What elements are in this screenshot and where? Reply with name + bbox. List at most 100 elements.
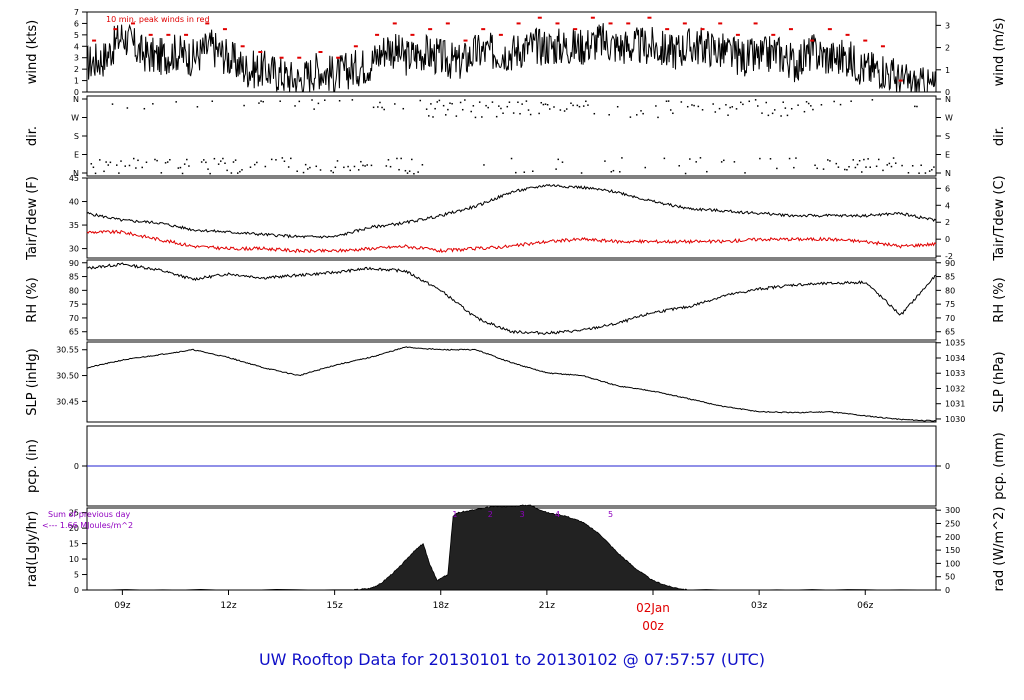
dir-point: [754, 99, 757, 101]
dir-point: [748, 100, 751, 103]
wind-peak-point: [375, 33, 380, 36]
dir-point: [502, 112, 504, 114]
wind-peak-point: [718, 22, 723, 25]
dir-point: [311, 99, 313, 101]
dir-point: [385, 165, 388, 167]
dir-point: [776, 167, 778, 170]
rad-marker-4: 4: [555, 510, 560, 519]
dir-point: [270, 158, 273, 161]
rad-note-1: Sum of previous day: [48, 510, 130, 519]
dir-point: [572, 104, 574, 107]
pcp-mm-0-tick-label: 0: [945, 462, 950, 471]
wind-peak-point: [863, 39, 868, 42]
dir-right-E1-tick-label: E: [945, 151, 950, 160]
dir-point: [347, 165, 349, 168]
dir-point: [672, 112, 674, 115]
wind-peak-point: [700, 28, 705, 31]
dir-point: [249, 166, 252, 168]
dir-point: [894, 162, 897, 164]
dir-point: [667, 100, 670, 102]
dir-point: [421, 164, 424, 166]
dir-point: [481, 116, 483, 118]
temp-f-35-tick-label: 35: [69, 221, 79, 230]
dir-point: [790, 107, 793, 110]
dir-point: [332, 171, 335, 174]
dir-point: [118, 172, 120, 174]
dir-point: [642, 112, 644, 115]
rad-marker-5: 5: [608, 510, 613, 519]
dir-point: [544, 103, 547, 105]
dir-point: [829, 160, 831, 162]
dir-point: [580, 172, 583, 174]
dir-right-N0-tick-label: N: [945, 169, 951, 178]
dir-point: [540, 101, 543, 104]
pcp-in-0-tick-label: 0: [74, 462, 79, 471]
dir-point: [916, 105, 918, 108]
dir-point: [931, 169, 933, 171]
dir-point: [907, 172, 910, 174]
dir-point: [491, 101, 494, 103]
dir-point: [924, 172, 927, 174]
dir-point: [882, 169, 884, 172]
dir-point: [413, 172, 415, 175]
dir-point: [135, 167, 137, 169]
dir-point: [400, 157, 402, 160]
wind-peak-point: [845, 33, 850, 36]
dir-point: [714, 111, 717, 113]
dir-left-label: dir.: [25, 126, 40, 146]
dir-point: [366, 164, 368, 166]
dir-point: [200, 161, 203, 163]
dir-point: [351, 99, 354, 101]
rh-l-85-tick-label: 85: [69, 273, 79, 282]
dir-point: [425, 108, 428, 110]
dir-point: [604, 160, 606, 162]
dir-point: [434, 107, 436, 110]
dir-point: [786, 114, 789, 117]
dir-point: [430, 103, 432, 105]
dir-point: [296, 170, 298, 173]
dir-point: [559, 109, 562, 111]
dir-point: [519, 112, 521, 115]
x-tick-label-18z: 18z: [433, 601, 449, 611]
dir-point: [239, 170, 241, 173]
wind-peak-point: [788, 28, 793, 31]
dir-point: [506, 105, 509, 108]
x-tick-label-21z: 21z: [539, 601, 555, 611]
wind-peak-point: [537, 16, 542, 19]
slp-hpa-1033-tick-label: 1033: [945, 369, 965, 378]
wind-peak-point: [573, 28, 578, 31]
dir-point: [850, 100, 852, 102]
dir-point: [154, 158, 156, 161]
wind-peak-point: [184, 33, 189, 36]
dir-point: [279, 100, 281, 102]
dir-point: [364, 165, 366, 167]
wind-peak-point: [148, 33, 153, 36]
dir-right-W3-tick-label: W: [945, 114, 953, 123]
x-day-label: 02Jan: [636, 601, 670, 615]
dir-point: [555, 168, 557, 170]
slp-hpa-1035-tick-label: 1035: [945, 339, 965, 348]
dir-point: [553, 106, 555, 108]
rad-r-250-tick-label: 250: [945, 519, 960, 528]
dir-point: [512, 112, 515, 114]
dir-point: [281, 157, 284, 159]
dir-point: [839, 103, 842, 106]
wind-peak-point: [647, 16, 652, 19]
dir-point: [166, 161, 169, 163]
dir-point: [538, 112, 540, 115]
dir-point: [856, 163, 859, 166]
wind-peak-point: [297, 56, 302, 59]
wind-peak-point: [753, 22, 758, 25]
chart-title: UW Rooftop Data for 20130101 to 20130102…: [258, 650, 766, 669]
rh-right-label: RH (%): [992, 277, 1007, 322]
dir-point: [396, 157, 398, 160]
dir-point: [693, 104, 695, 107]
dir-point: [160, 172, 163, 174]
dir-point: [92, 166, 95, 169]
dir-point: [532, 170, 534, 172]
dir-left-N0-tick-label: N: [73, 169, 79, 178]
wind-kts-3-tick-label: 3: [74, 54, 79, 63]
rad-left-label: rad(Lgly/hr): [25, 511, 40, 587]
dir-right-N4-tick-label: N: [945, 95, 951, 104]
dir-point: [313, 108, 315, 110]
